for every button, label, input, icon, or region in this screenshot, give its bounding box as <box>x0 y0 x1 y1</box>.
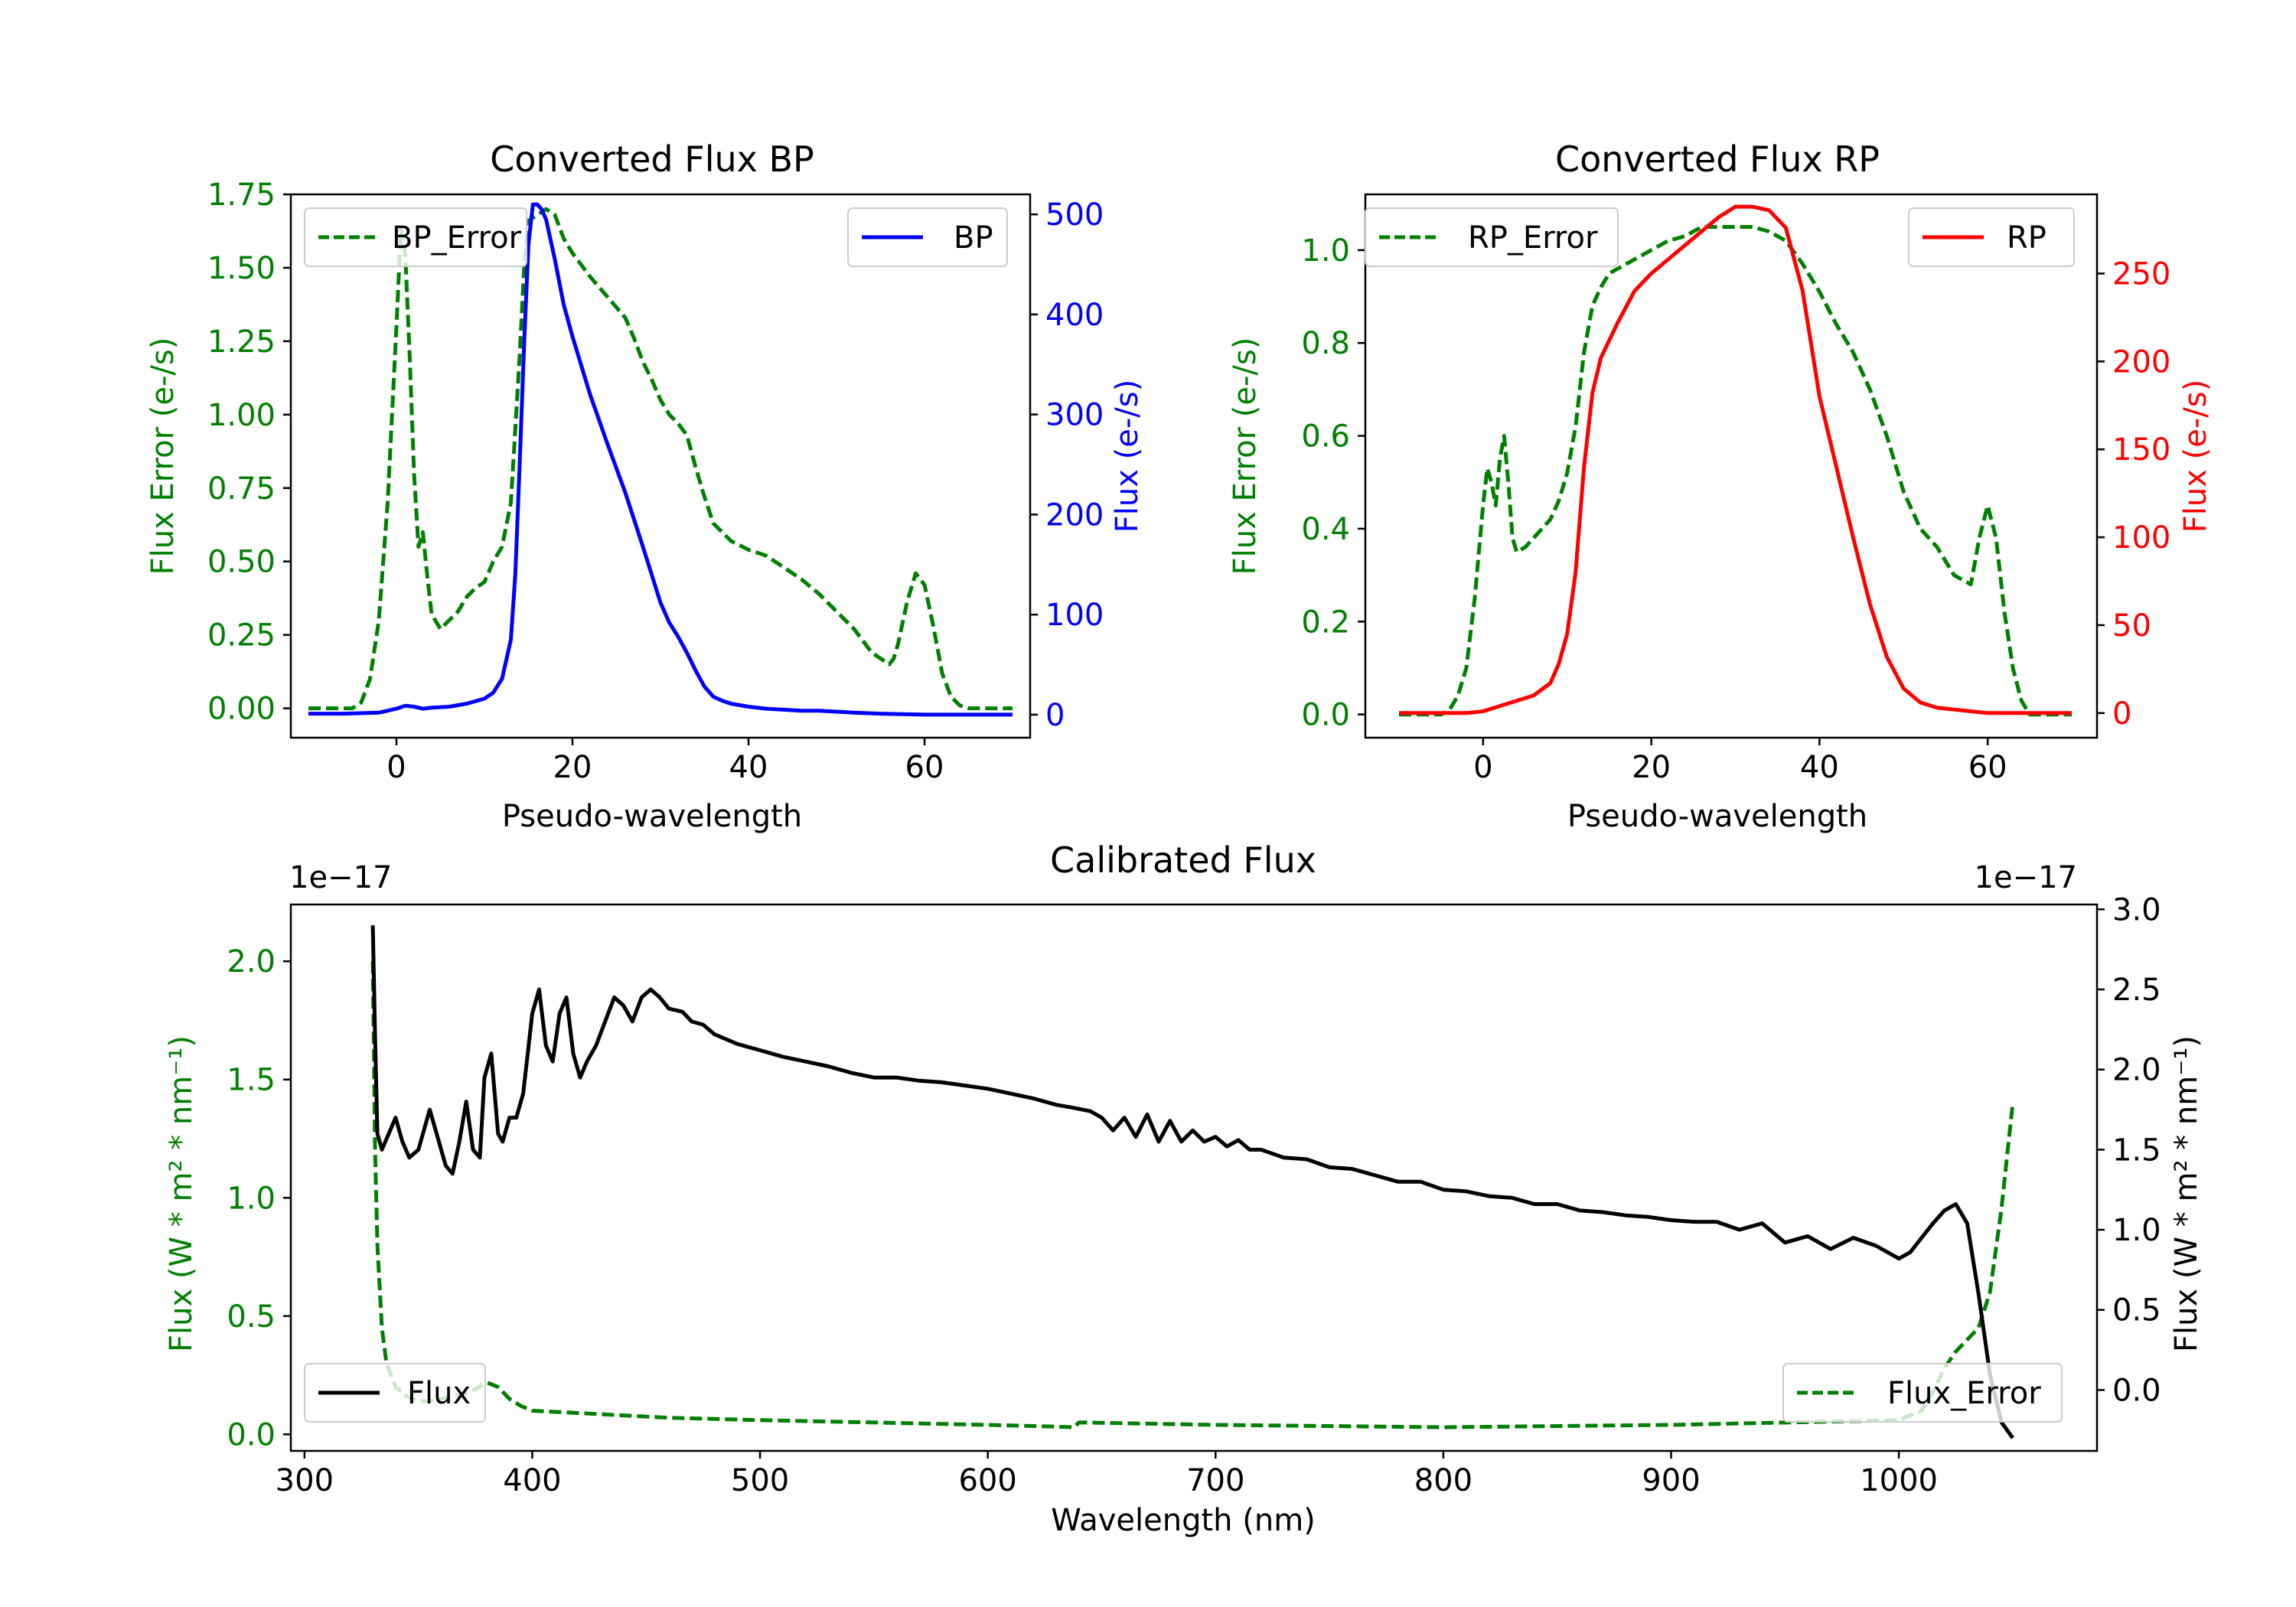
panel-rp: Converted Flux RP 0 20 40 60 0.0 0.2 0.4 0.6 0.8… <box>1228 139 2213 834</box>
cal-x-tick-label: 1000 <box>1860 1463 1938 1498</box>
cal-offset-right: 1e−17 <box>1975 860 2077 895</box>
cal-legend-error: Flux_Error <box>1782 1363 2063 1423</box>
rp-y-left-tick-label: 1.0 <box>1301 233 1350 269</box>
cal-legend-flux-label: Flux <box>407 1376 471 1411</box>
bp-y-left-tick-label: 1.50 <box>207 251 276 286</box>
cal-x-axis-label: Wavelength (nm) <box>1051 1503 1316 1538</box>
rp-x-axis-label: Pseudo-wavelength <box>1567 799 1867 834</box>
rp-y-left-tick-label: 0.6 <box>1301 419 1350 455</box>
bp-x-tick-label: 60 <box>905 750 944 785</box>
cal-x-tick-label: 800 <box>1414 1463 1473 1498</box>
rp-series-rp-error-line <box>1399 225 2072 717</box>
rp-y-left-tick-label: 0.2 <box>1301 605 1350 640</box>
cal-x-tick-label: 400 <box>503 1463 561 1498</box>
rp-y-left-tick-label: 0.8 <box>1301 326 1350 361</box>
cal-axes: 300 400 500 600 700 800 900 1000 0.0 0.5 1.0 1.5 2.0… <box>227 892 2161 1498</box>
bp-legend-flux: BP <box>847 207 1008 267</box>
bp-y-left-tick-label: 0.00 <box>207 692 276 727</box>
rp-y-right-tick-label: 100 <box>2112 520 2170 556</box>
bp-y-right-tick-label: 100 <box>1045 598 1104 633</box>
rp-y-right-tick-label: 50 <box>2112 608 2151 644</box>
cal-y-left-tick-label: 1.0 <box>227 1181 276 1216</box>
panel-cal: Calibrated Flux 1e−17 1e−17 300 400 500 600… <box>164 839 2204 1538</box>
bp-y-left-tick-label: 1.25 <box>207 324 276 360</box>
rp-legend-error: RP_Error <box>1365 207 1619 267</box>
bp-legend-error-label: BP_Error <box>392 220 522 256</box>
bp-y-right-label: Flux (e-/s) <box>1110 380 1145 533</box>
cal-y-left-tick-label: 2.0 <box>227 944 276 980</box>
bp-y-right-tick-label: 0 <box>1045 698 1065 733</box>
bp-x-tick-label: 0 <box>386 750 406 785</box>
rp-y-left-label: Flux Error (e-/s) <box>1228 337 1263 575</box>
rp-y-right-tick-label: 0 <box>2112 696 2131 732</box>
cal-axes-frame <box>289 903 2099 1452</box>
bp-axes: 0 20 40 60 0.00 0.25 0.50 0.75 1.00 1.25 1.50 1.75 0… <box>207 178 1104 785</box>
cal-y-left-tick-label: 0.0 <box>227 1417 276 1452</box>
rp-axes-frame <box>1364 193 2099 739</box>
cal-y-right-tick-label: 0.0 <box>2112 1373 2161 1408</box>
bp-x-tick-label: 40 <box>729 750 768 785</box>
bp-title: Converted Flux BP <box>490 139 814 180</box>
cal-y-right-tick-label: 0.5 <box>2112 1293 2161 1328</box>
bp-y-left-tick-label: 1.75 <box>207 178 276 213</box>
rp-axes: 0 20 40 60 0.0 0.2 0.4 0.6 0.8 1.0 0 50 100 150 200 250 <box>1301 193 2170 785</box>
cal-x-tick-label: 600 <box>958 1463 1016 1498</box>
bp-y-left-tick-label: 1.00 <box>207 398 276 433</box>
rp-y-right-label: Flux (e-/s) <box>2178 380 2213 533</box>
rp-legend-flux: RP <box>1908 207 2075 267</box>
cal-legend-flux: Flux <box>304 1363 486 1423</box>
bp-series-bp-line <box>308 202 1013 717</box>
rp-title: Converted Flux RP <box>1555 139 1880 180</box>
bp-y-left-tick-label: 0.50 <box>207 545 276 580</box>
cal-y-right-tick-label: 1.5 <box>2112 1133 2161 1168</box>
panel-bp: Converted Flux BP 0 20 40 60 0.00 0.25 0.50 0.7… <box>145 139 1145 834</box>
cal-x-tick-label: 300 <box>276 1463 334 1498</box>
bp-legend-flux-label: BP <box>954 220 993 256</box>
cal-title: Calibrated Flux <box>1050 839 1316 881</box>
bp-axes-frame <box>289 193 1032 739</box>
bp-y-left-label: Flux Error (e-/s) <box>145 337 181 575</box>
rp-x-tick-label: 20 <box>1632 750 1671 785</box>
rp-legend-error-label: RP_Error <box>1468 220 1598 256</box>
rp-x-tick-label: 0 <box>1473 750 1492 785</box>
rp-x-tick-label: 40 <box>1800 750 1839 785</box>
cal-x-tick-label: 900 <box>1642 1463 1700 1498</box>
cal-y-right-tick-label: 2.5 <box>2112 973 2161 1008</box>
cal-legend-error-label: Flux_Error <box>1887 1376 2041 1411</box>
cal-y-left-label: Flux (W * m² * nm⁻¹) <box>164 1035 199 1352</box>
cal-y-right-tick-label: 2.0 <box>2112 1053 2161 1088</box>
bp-y-right-tick-label: 500 <box>1045 197 1104 233</box>
rp-y-right-tick-label: 250 <box>2112 256 2170 292</box>
bp-x-tick-label: 20 <box>553 750 592 785</box>
bp-x-axis-label: Pseudo-wavelength <box>502 799 802 834</box>
cal-y-right-tick-label: 3.0 <box>2112 892 2161 927</box>
rp-y-right-tick-label: 150 <box>2112 432 2170 468</box>
rp-y-right-tick-label: 200 <box>2112 344 2170 380</box>
rp-plot-area <box>1399 204 2072 717</box>
bp-y-right-tick-label: 400 <box>1045 298 1104 333</box>
rp-series-rp-line <box>1399 204 2072 715</box>
bp-legend-error: BP_Error <box>304 207 527 267</box>
cal-y-right-tick-label: 1.0 <box>2112 1213 2161 1248</box>
cal-offset-left: 1e−17 <box>289 860 392 895</box>
rp-legend-flux-label: RP <box>2007 220 2047 256</box>
cal-y-left-tick-label: 0.5 <box>227 1299 276 1335</box>
bp-y-left-tick-label: 0.25 <box>207 618 276 654</box>
bp-plot-area <box>308 202 1013 717</box>
cal-x-tick-label: 500 <box>731 1463 789 1498</box>
rp-y-left-tick-label: 0.0 <box>1301 698 1350 733</box>
rp-x-tick-label: 60 <box>1968 750 2007 785</box>
cal-x-tick-label: 700 <box>1186 1463 1244 1498</box>
cal-series-flux-line <box>370 925 2014 1439</box>
rp-y-left-tick-label: 0.4 <box>1301 512 1350 547</box>
bp-y-right-tick-label: 300 <box>1045 398 1104 433</box>
cal-y-left-tick-label: 1.5 <box>227 1063 276 1098</box>
bp-series-bp-error-line <box>308 207 1013 711</box>
cal-y-right-label: Flux (W * m² * nm⁻¹) <box>2169 1035 2204 1352</box>
bp-y-left-tick-label: 0.75 <box>207 471 276 507</box>
bp-y-right-tick-label: 200 <box>1045 497 1104 533</box>
